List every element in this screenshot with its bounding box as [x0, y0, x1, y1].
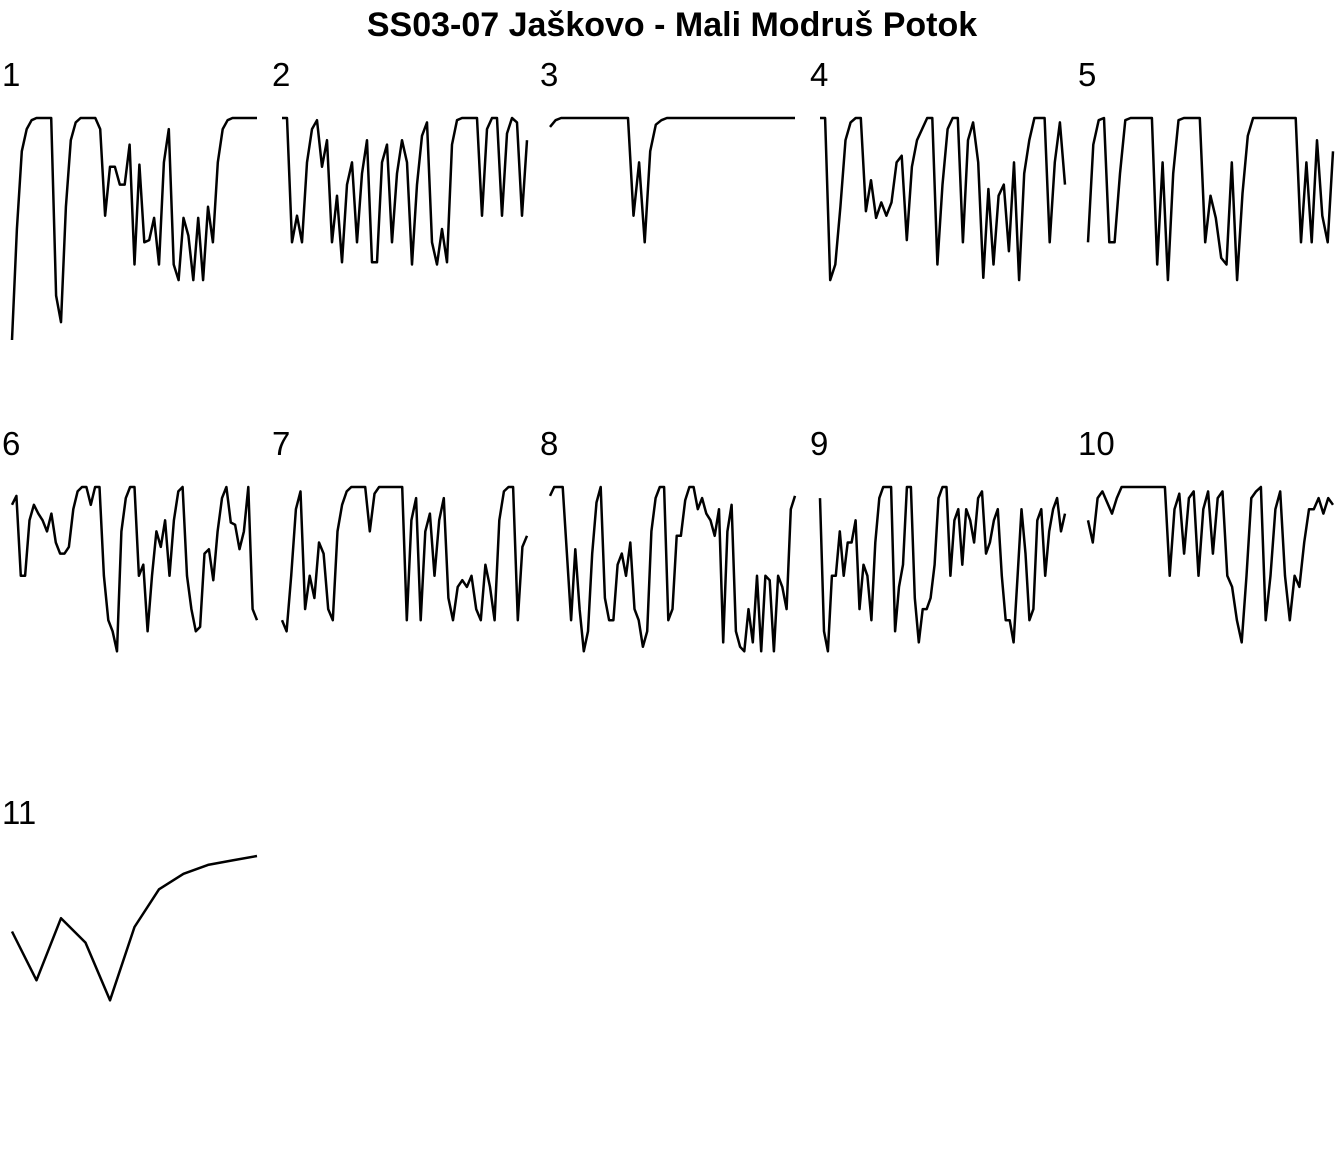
series-line: [818, 485, 1067, 653]
panel-title: 3: [540, 56, 558, 93]
panel-title: 5: [1078, 56, 1096, 93]
series-line: [1086, 485, 1335, 644]
series-line: [548, 485, 797, 653]
panel-title: 6: [2, 425, 20, 462]
panel-title: 1: [2, 56, 20, 93]
series-line: [10, 485, 259, 653]
series-line: [282, 116, 529, 266]
panel-title: 11: [2, 794, 36, 831]
panel-title: 9: [810, 425, 828, 462]
panel-title: 2: [272, 56, 290, 93]
panel-title: 8: [540, 425, 558, 462]
series-line: [1086, 116, 1335, 282]
series-line: [549, 116, 795, 244]
series-line: [280, 485, 529, 633]
series-line: [10, 854, 258, 1002]
series-line: [10, 116, 257, 341]
panel-title: 10: [1078, 425, 1115, 462]
panel-title: 4: [810, 56, 828, 93]
chart-title: SS03-07 Jaškovo - Mali Modruš Potok: [367, 6, 977, 44]
series-line: [820, 116, 1067, 282]
panel-title: 7: [272, 425, 290, 462]
